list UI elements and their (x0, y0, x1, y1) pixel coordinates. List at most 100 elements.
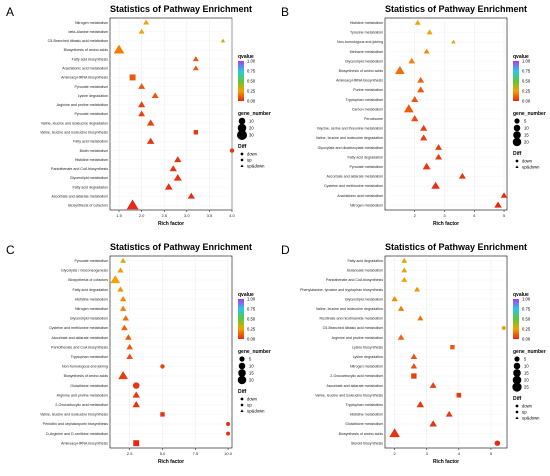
x-axis-label: Rich factor (433, 459, 459, 465)
pathway-label: Aminoacyl-tRNA biosynthesis (61, 441, 108, 445)
data-point (420, 134, 428, 141)
pathway-label: Pyruvate metabolism (349, 165, 383, 169)
enrichment-chart: A Statistics of Pathway Enrichment 1.5 2.0 2… (6, 4, 271, 227)
pathway-label: Histidine metabolism (350, 21, 383, 25)
pathway-label: Steroid biosynthesis (351, 441, 383, 445)
data-point (193, 130, 199, 135)
size-legend-marker (238, 369, 246, 377)
data-point (414, 19, 421, 25)
pathway-label: Ascorbate and aldarate metabolism (51, 194, 108, 198)
colorbar-tick-label: 1.00 (522, 59, 531, 64)
shape-legend-marker (515, 410, 519, 414)
pathway-label: Butanoate metabolism (347, 269, 383, 273)
data-point (494, 201, 502, 208)
data-point (132, 382, 140, 389)
shape-legend-label: down (247, 152, 258, 157)
data-point (417, 315, 424, 321)
qvalue-legend-title: qvalue (513, 292, 529, 298)
qvalue-colorbar (513, 61, 519, 101)
plot-frame (384, 17, 508, 211)
colorbar-tick-label: 0.00 (247, 337, 256, 342)
size-legend-label: 20 (524, 378, 529, 383)
data-point (132, 391, 140, 398)
data-point (192, 65, 199, 71)
data-point (160, 412, 165, 417)
pathway-label: Lysine degradation (78, 94, 108, 98)
shape-legend-label: up&down (247, 164, 265, 169)
data-point (456, 392, 462, 398)
chart-title: Statistics of Pathway Enrichment (385, 242, 527, 252)
data-point (146, 137, 155, 144)
pathway-label: Histidine metabolism (350, 413, 383, 417)
pathway-label: Fatty acid degradation (347, 155, 383, 159)
x-tick-label: 4.0 (229, 213, 235, 218)
size-legend-marker (512, 375, 522, 385)
data-point (401, 267, 408, 273)
data-point (435, 144, 443, 150)
data-point (133, 440, 140, 447)
enrichment-chart: C Statistics of Pathway Enrichment 2.5 5.0 7… (6, 242, 271, 465)
data-point (501, 326, 506, 330)
size-legend-marker (513, 362, 521, 370)
data-point (129, 74, 136, 81)
shape-legend-label: down (522, 159, 533, 164)
pathway-label: Biosynthesis of amino acids (64, 374, 109, 378)
data-point (426, 29, 433, 35)
data-point (417, 76, 425, 83)
pathway-label: C5-Branched dibasic acid metabolism (323, 326, 383, 330)
data-point (403, 104, 414, 113)
chart-title: Statistics of Pathway Enrichment (110, 242, 252, 252)
size-legend-marker (514, 356, 520, 362)
pathway-label: Fatty acid degradation (72, 185, 108, 189)
pathway-label: Arginine and proline metabolism (332, 336, 383, 340)
shape-legend-label: down (522, 404, 533, 409)
shape-legend-marker (240, 152, 244, 156)
x-tick-label: 2 (394, 451, 397, 456)
x-tick-label: 2 (414, 213, 417, 218)
data-point (411, 95, 419, 102)
enrichment-chart: D Statistics of Pathway Enrichment 2 3 4 5 Fat… (281, 242, 546, 465)
data-point (192, 56, 199, 62)
pathway-label: Ascorbate and aldarate metabolism (326, 175, 383, 179)
plot-frame (109, 255, 233, 449)
qvalue-legend-title: qvalue (238, 54, 254, 60)
data-point (187, 192, 195, 199)
gene-number-legend-title: gene_number (238, 349, 271, 355)
size-legend-label: 10 (524, 364, 529, 369)
diff-legend-title: Diff (513, 151, 522, 157)
shape-legend-marker (515, 416, 519, 420)
pathway-label: Glycerolipid metabolism (70, 317, 108, 321)
x-tick-label: 4 (458, 451, 461, 456)
data-point (394, 65, 405, 74)
qvalue-colorbar (238, 299, 244, 339)
data-point (146, 119, 155, 126)
pathway-label: Pantothenate and CoA biosynthesis (51, 345, 108, 349)
pathway-label: Valine, leucine and isoleucine biosynthe… (315, 393, 383, 397)
gene-number-legend-title: gene_number (513, 111, 546, 117)
data-point (422, 162, 431, 170)
shape-legend-marker (240, 158, 244, 162)
x-tick-label: 5 (503, 213, 506, 218)
data-point (118, 371, 129, 380)
panel-a: A Statistics of Pathway Enrichment 1.5 2.0 2… (0, 0, 275, 238)
shape-legend-label: up&down (247, 409, 265, 414)
pathway-label: Phenylalanine, tyrosine and tryptophan b… (300, 288, 383, 292)
data-point (122, 315, 130, 321)
data-point (429, 420, 437, 427)
size-legend-label: 15 (249, 371, 254, 376)
data-point (410, 115, 419, 122)
pathway-label: Biosynthesis of amino acids (339, 69, 384, 73)
chart-title: Statistics of Pathway Enrichment (110, 4, 252, 14)
qvalue-colorbar (238, 61, 244, 101)
data-point (431, 181, 440, 189)
pathway-label: Glyoxylate and dicarboxylate metabolism (318, 146, 383, 150)
size-legend-label: 10 (249, 119, 254, 124)
data-point (126, 353, 133, 359)
pathway-label: Arachidonic acid metabolism (62, 66, 108, 70)
pathway-label: Purine metabolism (353, 88, 383, 92)
data-point (435, 153, 443, 160)
pathway-label: Pantothenate and CoA biosynthesis (326, 278, 383, 282)
colorbar-tick-label: 1.00 (247, 297, 256, 302)
x-tick-label: 2.5 (127, 451, 133, 456)
plot-frame (384, 255, 508, 449)
